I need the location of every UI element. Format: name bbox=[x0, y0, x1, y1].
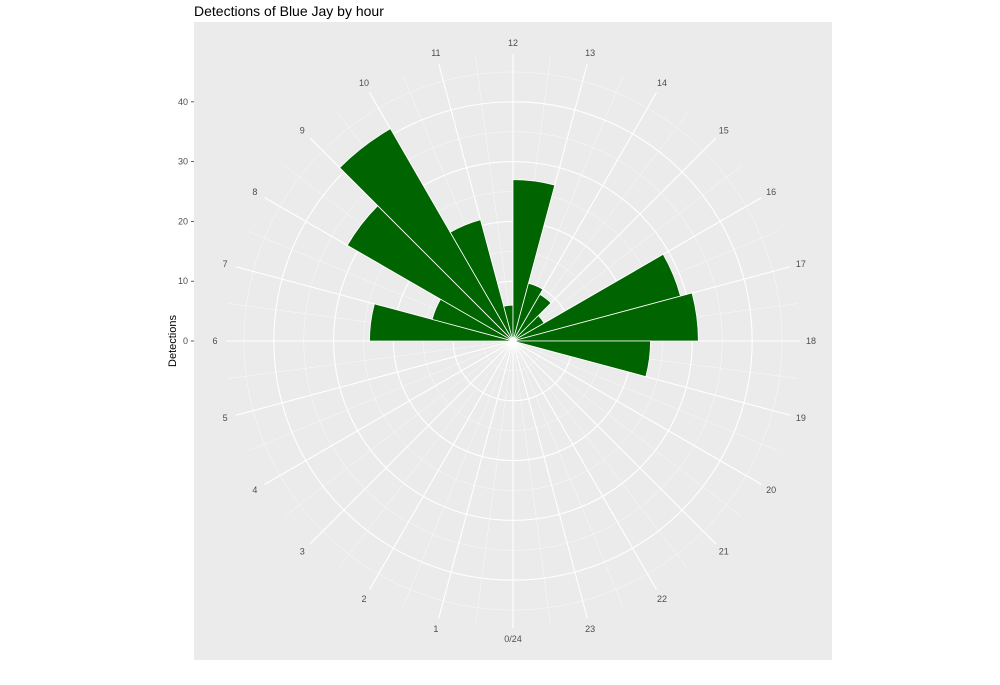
chart-title: Detections of Blue Jay by hour bbox=[194, 3, 384, 19]
bar-hour-14 bbox=[512, 293, 552, 342]
hour-label: 1 bbox=[433, 624, 438, 634]
hour-label: 5 bbox=[223, 413, 228, 423]
hour-label: 15 bbox=[719, 125, 729, 135]
grid-minor-spoke bbox=[228, 340, 514, 379]
grid-minor-spoke bbox=[475, 56, 514, 342]
bars bbox=[339, 128, 699, 378]
grid-spoke bbox=[512, 340, 762, 485]
bar-hour-17 bbox=[512, 292, 699, 342]
y-axis-label: Detections bbox=[167, 315, 179, 367]
grid-minor-spoke bbox=[285, 340, 514, 516]
hour-label: 18 bbox=[806, 336, 816, 346]
hour-label: 8 bbox=[252, 187, 257, 197]
hour-label: 19 bbox=[796, 413, 806, 423]
grid-minor-spoke bbox=[402, 340, 514, 607]
y-axis: 0 10 20 30 40 bbox=[178, 97, 194, 346]
bar-hour-13 bbox=[512, 282, 544, 342]
y-tick-label: 40 bbox=[178, 97, 188, 107]
hour-label: 4 bbox=[252, 485, 257, 495]
bar-hour-9 bbox=[339, 128, 514, 342]
grid-spoke bbox=[369, 340, 514, 590]
hour-label: 17 bbox=[796, 259, 806, 269]
grid-spoke bbox=[512, 340, 588, 619]
hour-label: 3 bbox=[300, 547, 305, 557]
grid-spoke bbox=[235, 340, 514, 416]
grid-spoke bbox=[438, 340, 514, 619]
hour-label: 10 bbox=[359, 78, 369, 88]
grid-minor-spoke bbox=[512, 340, 624, 607]
grid-spoke bbox=[309, 340, 514, 545]
hour-label: 0/24 bbox=[504, 634, 522, 644]
bar-hour-18 bbox=[512, 340, 651, 378]
hour-label: 6 bbox=[212, 336, 217, 346]
hour-label: 21 bbox=[719, 547, 729, 557]
grid-minor-spoke bbox=[512, 166, 741, 342]
hour-label: 12 bbox=[508, 38, 518, 48]
hour-label: 13 bbox=[585, 48, 595, 58]
hour-label: 2 bbox=[361, 594, 366, 604]
grid-spoke bbox=[264, 340, 514, 485]
hour-label: 7 bbox=[223, 259, 228, 269]
grid-minor-spoke bbox=[475, 340, 514, 626]
grid-minor-spoke bbox=[247, 340, 514, 452]
grid-spoke bbox=[512, 340, 717, 545]
hour-label: 9 bbox=[300, 125, 305, 135]
hour-label: 11 bbox=[431, 48, 440, 58]
y-tick-label: 20 bbox=[178, 216, 188, 226]
y-tick-label: 10 bbox=[178, 276, 188, 286]
grid-minor-spoke bbox=[512, 340, 551, 626]
y-tick-label: 0 bbox=[183, 336, 188, 346]
bar-hour-10 bbox=[449, 219, 514, 342]
grid-minor-spoke bbox=[512, 340, 779, 452]
grid-minor-spoke bbox=[338, 340, 514, 569]
hour-labels: 0/24123456789101112131415161718192021222… bbox=[212, 38, 816, 644]
y-tick-label: 30 bbox=[178, 157, 188, 167]
grid-spoke bbox=[512, 340, 657, 590]
hour-label: 16 bbox=[766, 187, 776, 197]
hour-label: 23 bbox=[585, 624, 595, 634]
hour-label: 14 bbox=[657, 78, 667, 88]
grid-minor-spoke bbox=[512, 340, 741, 516]
grid-minor-spoke bbox=[512, 340, 688, 569]
hour-label: 20 bbox=[766, 485, 776, 495]
hour-label: 22 bbox=[657, 594, 667, 604]
